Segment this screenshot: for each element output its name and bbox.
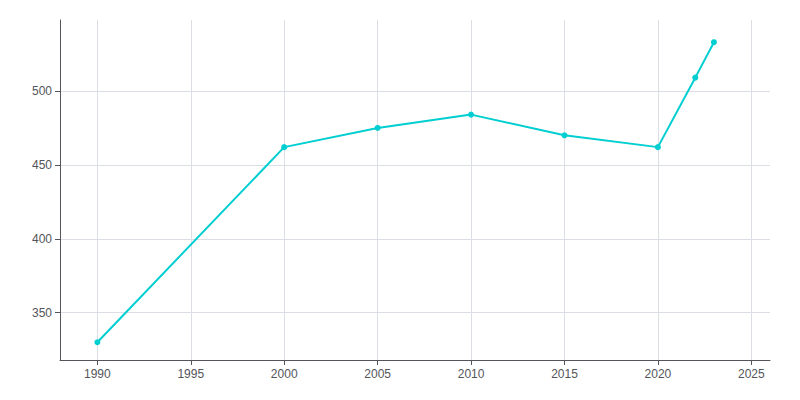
svg-text:1990: 1990 xyxy=(84,367,111,381)
svg-text:350: 350 xyxy=(32,306,52,320)
svg-text:400: 400 xyxy=(32,232,52,246)
svg-text:500: 500 xyxy=(32,84,52,98)
svg-text:2010: 2010 xyxy=(458,367,485,381)
svg-text:1995: 1995 xyxy=(177,367,204,381)
svg-text:2025: 2025 xyxy=(738,367,765,381)
svg-text:2020: 2020 xyxy=(645,367,672,381)
svg-text:2000: 2000 xyxy=(271,367,298,381)
svg-text:2005: 2005 xyxy=(364,367,391,381)
svg-text:2015: 2015 xyxy=(551,367,578,381)
svg-text:450: 450 xyxy=(32,158,52,172)
